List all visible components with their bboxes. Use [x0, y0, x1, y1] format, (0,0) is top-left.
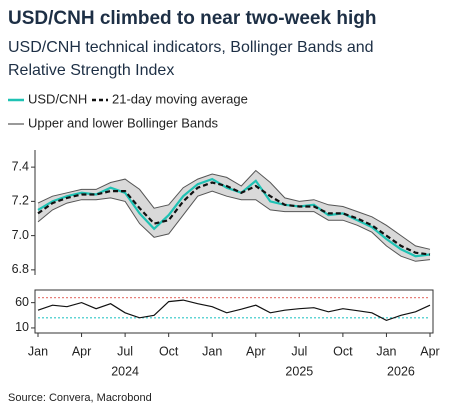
legend-label: USD/CNH: [28, 91, 87, 106]
x-tick-label: Apr: [420, 344, 439, 358]
year-label: 2025: [285, 364, 313, 378]
source: Source: Convera, Macrobond: [8, 392, 152, 404]
y-tick-label: 60: [15, 295, 29, 309]
x-tick-label: Apr: [72, 344, 91, 358]
chart-subtitle: USD/CNH technical indicators, Bollinger …: [8, 39, 374, 79]
x-tick-label: Oct: [159, 344, 179, 358]
x-tick-label: Jan: [202, 344, 222, 358]
year-label: 2024: [111, 364, 139, 378]
y-tick-label: 6.8: [12, 262, 29, 276]
legend-label: 21-day moving average: [112, 91, 248, 106]
y-tick-label: 10: [15, 320, 29, 334]
x-tick-label: Jul: [117, 344, 133, 358]
x-tick-label: Apr: [246, 344, 265, 358]
y-tick-label: 7.4: [12, 159, 29, 173]
x-tick-label: Oct: [333, 344, 353, 358]
x-tick-label: Jul: [291, 344, 307, 358]
x-tick-label: Jan: [28, 344, 48, 358]
legend-label: Upper and lower Bollinger Bands: [28, 115, 219, 130]
band-upper: [37, 169, 431, 250]
chart-title: USD/CNH climbed to near two-week high: [8, 8, 377, 29]
price-line: [37, 181, 431, 256]
y-tick-label: 7.0: [12, 228, 29, 242]
rsi-line: [37, 299, 431, 322]
x-tick-label: Jan: [376, 344, 396, 358]
panel-frame: [34, 289, 434, 334]
band-fill: [38, 170, 430, 262]
year-label: 2026: [387, 364, 415, 378]
y-tick-label: 7.2: [12, 194, 29, 208]
band-lower: [37, 190, 431, 262]
